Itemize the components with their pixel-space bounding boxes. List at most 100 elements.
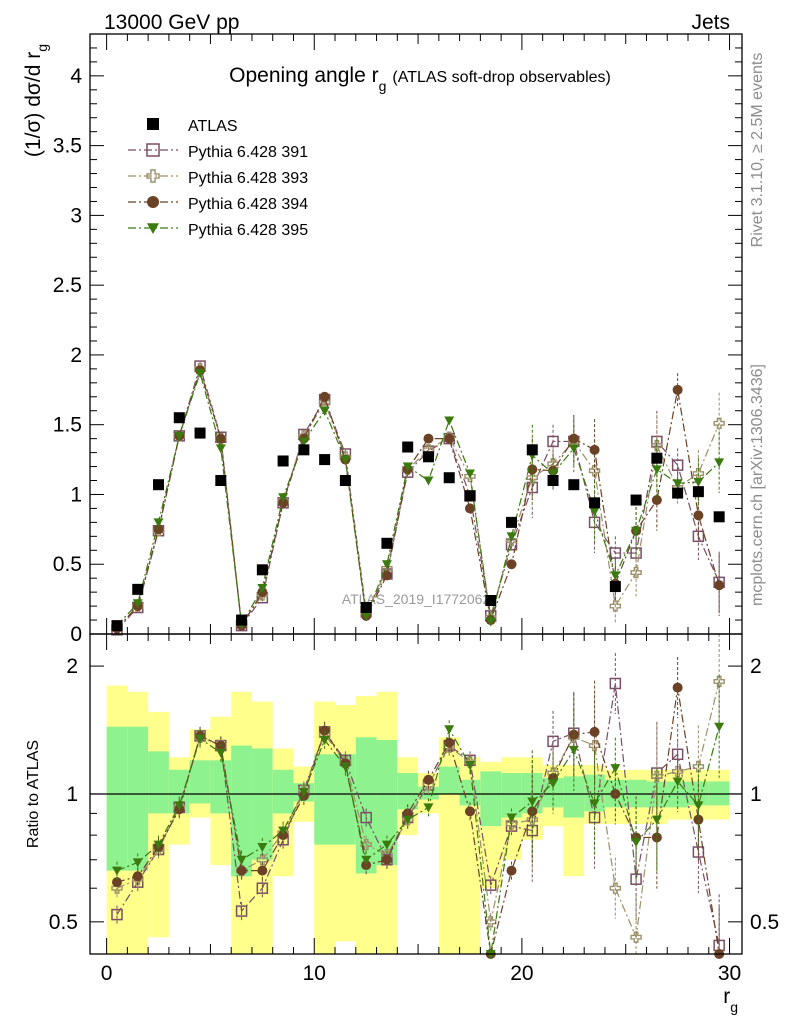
legend-label: ATLAS — [188, 118, 238, 135]
data-point — [505, 534, 518, 547]
data-point — [298, 788, 309, 798]
x-tick-label: 20 — [510, 962, 533, 985]
data-point — [692, 760, 705, 773]
data-point — [464, 806, 475, 817]
data-point — [402, 462, 413, 472]
data-point — [174, 801, 185, 811]
data-point — [236, 614, 248, 626]
data-point — [443, 472, 455, 484]
data-point — [630, 931, 642, 943]
rivet-version-label: Rivet 3.1.10, ≥ 2.5M events — [749, 53, 766, 248]
data-point — [360, 811, 372, 824]
band-inner-bin — [563, 776, 585, 818]
data-point — [132, 858, 143, 868]
plot-title-rest: (ATLAS soft-drop observables) — [392, 69, 610, 86]
data-point — [236, 855, 247, 865]
data-point — [278, 493, 289, 503]
data-point — [713, 511, 725, 523]
top-y-axis-label-sub: g — [34, 44, 50, 52]
data-point — [235, 905, 248, 917]
data-point — [589, 726, 600, 737]
top-y-axis-label-main: (1/σ) dσ/d r — [22, 52, 45, 157]
data-point — [195, 369, 206, 379]
data-point — [548, 779, 559, 789]
data-point — [422, 451, 434, 463]
mcplots-reference-label: mcplots.cern.ch [arXiv:1306.3436] — [749, 364, 766, 606]
data-point — [147, 223, 159, 234]
data-point — [610, 764, 621, 774]
top-panel-series — [111, 360, 725, 636]
data-point — [132, 599, 143, 609]
data-point — [339, 475, 351, 487]
series-line — [116, 371, 720, 627]
data-point — [360, 838, 372, 851]
data-point — [568, 745, 579, 755]
data-point — [215, 444, 226, 454]
data-point — [485, 617, 496, 627]
data-point — [256, 564, 268, 576]
legend-label: Pythia 6.428 395 — [188, 222, 308, 239]
data-point — [672, 384, 683, 395]
header-process-label: Jets — [691, 11, 730, 34]
data-point — [527, 464, 538, 475]
data-point — [464, 469, 475, 479]
data-point — [444, 725, 455, 735]
plot-title-subscript: g — [379, 78, 387, 94]
top-y-tick-label: 0.5 — [53, 553, 82, 576]
data-point — [215, 433, 226, 444]
data-point — [111, 908, 123, 921]
data-point — [277, 455, 289, 467]
data-point — [672, 777, 683, 787]
data-point — [319, 406, 330, 416]
data-point — [146, 143, 160, 157]
data-point — [174, 431, 185, 441]
data-point — [714, 458, 725, 468]
data-point — [464, 756, 476, 768]
band-inner-bin — [231, 745, 252, 877]
data-point — [464, 490, 476, 502]
data-point — [236, 865, 247, 876]
band-inner-bin — [501, 773, 522, 818]
band-inner-bin — [251, 748, 273, 860]
data-point — [257, 865, 268, 876]
data-point — [714, 722, 725, 732]
data-point — [526, 444, 538, 456]
data-point — [381, 840, 392, 850]
data-point — [381, 570, 392, 581]
band-inner-bin — [397, 773, 419, 810]
data-point — [173, 412, 185, 424]
data-point — [298, 437, 309, 447]
data-point — [464, 760, 475, 770]
data-point — [589, 507, 600, 517]
series-line — [116, 366, 720, 629]
data-point — [505, 818, 518, 830]
data-point — [651, 452, 663, 464]
x-axis-label: rg — [723, 985, 738, 1015]
data-point — [360, 601, 372, 613]
data-point — [278, 497, 289, 508]
x-axis-label-sub: g — [730, 999, 738, 1015]
band-inner-bin — [376, 739, 398, 866]
data-point — [340, 762, 351, 772]
ratio-y-tick-label-left: 0.5 — [49, 911, 78, 934]
data-point — [609, 581, 621, 593]
data-point — [444, 737, 455, 748]
data-point — [526, 813, 538, 826]
top-y-axis-label: (1/σ) dσ/d rg — [22, 44, 50, 157]
data-point — [423, 476, 434, 486]
x-tick-label: 30 — [718, 962, 741, 985]
data-point — [506, 516, 518, 528]
x-tick-label: 0 — [101, 962, 113, 985]
data-point — [610, 571, 621, 581]
data-point — [631, 838, 642, 848]
data-point — [464, 503, 475, 514]
data-point — [506, 813, 517, 823]
top-y-tick-label: 4 — [70, 65, 82, 88]
data-point — [548, 469, 559, 479]
data-point — [444, 416, 455, 426]
data-point — [506, 865, 517, 876]
top-y-tick-label: 3 — [70, 204, 82, 227]
top-y-tick-label: 1.5 — [53, 414, 82, 437]
data-point — [692, 486, 704, 498]
ratio-y-tick-label-left: 1 — [66, 783, 78, 806]
